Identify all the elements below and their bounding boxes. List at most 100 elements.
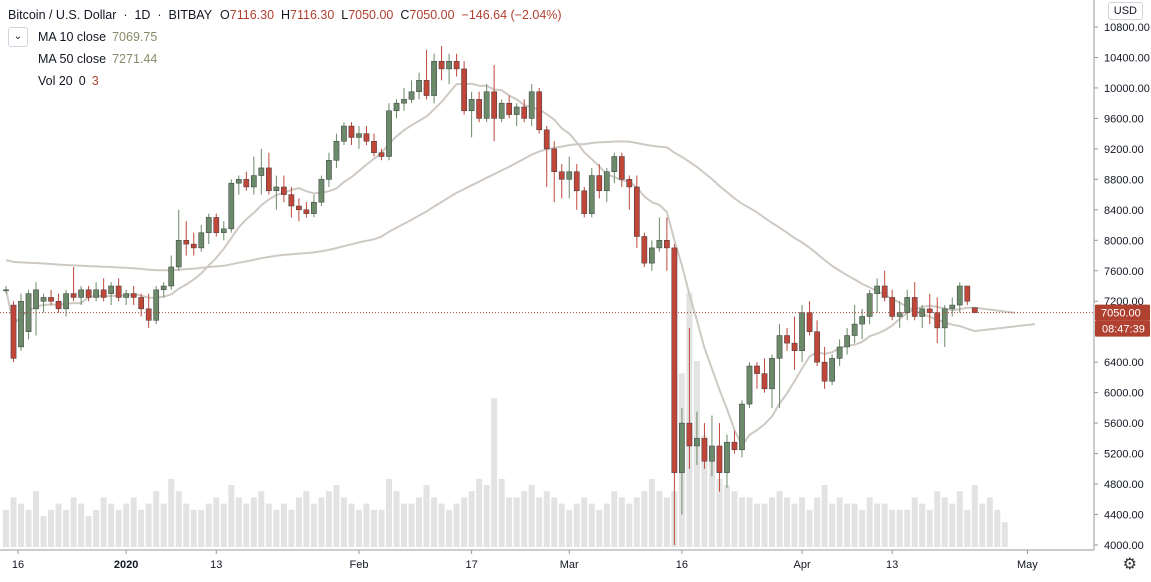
candle[interactable] xyxy=(25,289,32,340)
candle[interactable] xyxy=(889,289,896,321)
candle[interactable] xyxy=(401,87,407,111)
candle[interactable] xyxy=(618,152,625,187)
candle[interactable] xyxy=(123,289,130,306)
candle[interactable] xyxy=(551,141,558,203)
candle[interactable] xyxy=(115,278,122,302)
candle[interactable] xyxy=(183,221,190,256)
candle[interactable] xyxy=(701,423,708,469)
candle[interactable] xyxy=(949,297,956,317)
candle[interactable] xyxy=(664,217,670,271)
candle[interactable] xyxy=(446,53,452,85)
candle[interactable] xyxy=(145,293,152,328)
gear-icon[interactable]: ⚙ xyxy=(1122,556,1137,573)
candle[interactable] xyxy=(93,282,99,302)
candle[interactable] xyxy=(791,316,798,370)
candle[interactable] xyxy=(866,289,873,325)
candle[interactable] xyxy=(633,175,640,248)
candle[interactable] xyxy=(611,152,618,184)
candle[interactable] xyxy=(739,400,745,458)
candle[interactable] xyxy=(874,278,881,313)
candle[interactable] xyxy=(641,232,648,267)
candle[interactable] xyxy=(573,164,580,210)
time-axis[interactable]: 16 2020 13 Feb 17 Mar 16 Apr 13 May xyxy=(12,550,1038,571)
candle[interactable] xyxy=(716,423,723,492)
candle[interactable] xyxy=(273,175,280,210)
candle[interactable] xyxy=(731,430,738,454)
candle[interactable] xyxy=(468,91,475,138)
candle[interactable] xyxy=(806,301,813,336)
candle[interactable] xyxy=(543,126,550,187)
candle[interactable] xyxy=(168,255,175,290)
candle[interactable] xyxy=(213,213,220,237)
candle[interactable] xyxy=(911,282,918,321)
candle[interactable] xyxy=(78,286,84,306)
candle[interactable] xyxy=(814,320,820,366)
candle[interactable] xyxy=(250,156,257,195)
candle[interactable] xyxy=(85,286,92,302)
candle[interactable] xyxy=(100,278,107,302)
indicator-ma50[interactable]: MA 50 close 7271.44 xyxy=(8,48,562,70)
candle[interactable] xyxy=(341,122,347,146)
candle[interactable] xyxy=(836,339,843,366)
candle[interactable] xyxy=(694,411,700,466)
currency-badge[interactable]: USD xyxy=(1107,2,1143,20)
candle[interactable] xyxy=(926,293,933,325)
candle[interactable] xyxy=(70,266,77,302)
candle[interactable] xyxy=(378,148,385,161)
candle[interactable] xyxy=(296,198,302,222)
candle[interactable] xyxy=(258,148,265,195)
candle[interactable] xyxy=(896,301,903,328)
candle[interactable] xyxy=(431,53,437,104)
candle[interactable] xyxy=(303,202,310,218)
candle[interactable] xyxy=(754,362,760,389)
candle[interactable] xyxy=(709,415,715,477)
candle[interactable] xyxy=(596,164,603,199)
candle[interactable] xyxy=(160,282,167,298)
candle[interactable] xyxy=(326,152,332,187)
candle[interactable] xyxy=(566,156,573,199)
candle[interactable] xyxy=(235,175,242,195)
candle[interactable] xyxy=(483,84,490,123)
candle[interactable] xyxy=(784,327,790,351)
candle[interactable] xyxy=(851,305,858,344)
indicator-ma10[interactable]: ⌄ MA 10 close 7069.75 xyxy=(8,26,562,48)
candle[interactable] xyxy=(408,80,415,104)
candle[interactable] xyxy=(498,99,505,123)
candle[interactable] xyxy=(48,289,54,306)
candle[interactable] xyxy=(363,126,370,146)
candle[interactable] xyxy=(934,297,941,344)
candle[interactable] xyxy=(386,103,392,161)
candle[interactable] xyxy=(423,49,430,100)
candle[interactable] xyxy=(243,171,250,191)
chevron-down-icon[interactable]: ⌄ xyxy=(8,27,28,47)
candle[interactable] xyxy=(63,289,69,317)
candle[interactable] xyxy=(656,217,663,252)
candle[interactable] xyxy=(198,225,205,252)
candle[interactable] xyxy=(461,61,467,115)
candle[interactable] xyxy=(581,186,588,218)
candle[interactable] xyxy=(506,95,513,119)
candle[interactable] xyxy=(724,434,730,488)
candle[interactable] xyxy=(971,307,978,313)
candle[interactable] xyxy=(333,133,340,168)
candle[interactable] xyxy=(904,289,911,321)
candle[interactable] xyxy=(175,209,182,271)
candle[interactable] xyxy=(776,324,783,408)
candle[interactable] xyxy=(10,301,17,363)
candle[interactable] xyxy=(18,293,24,351)
candle[interactable] xyxy=(3,286,9,294)
candle[interactable] xyxy=(513,103,520,127)
candle[interactable] xyxy=(40,293,47,313)
candle[interactable] xyxy=(348,122,355,146)
candle[interactable] xyxy=(453,53,460,77)
candle[interactable] xyxy=(649,240,655,271)
candle[interactable] xyxy=(266,152,272,195)
candle[interactable] xyxy=(679,407,685,515)
candle[interactable] xyxy=(528,84,535,127)
candle[interactable] xyxy=(55,293,62,313)
candle[interactable] xyxy=(476,91,482,123)
candle[interactable] xyxy=(220,221,227,241)
candle[interactable] xyxy=(941,305,948,347)
candle[interactable] xyxy=(416,72,422,100)
candle[interactable] xyxy=(190,232,197,256)
